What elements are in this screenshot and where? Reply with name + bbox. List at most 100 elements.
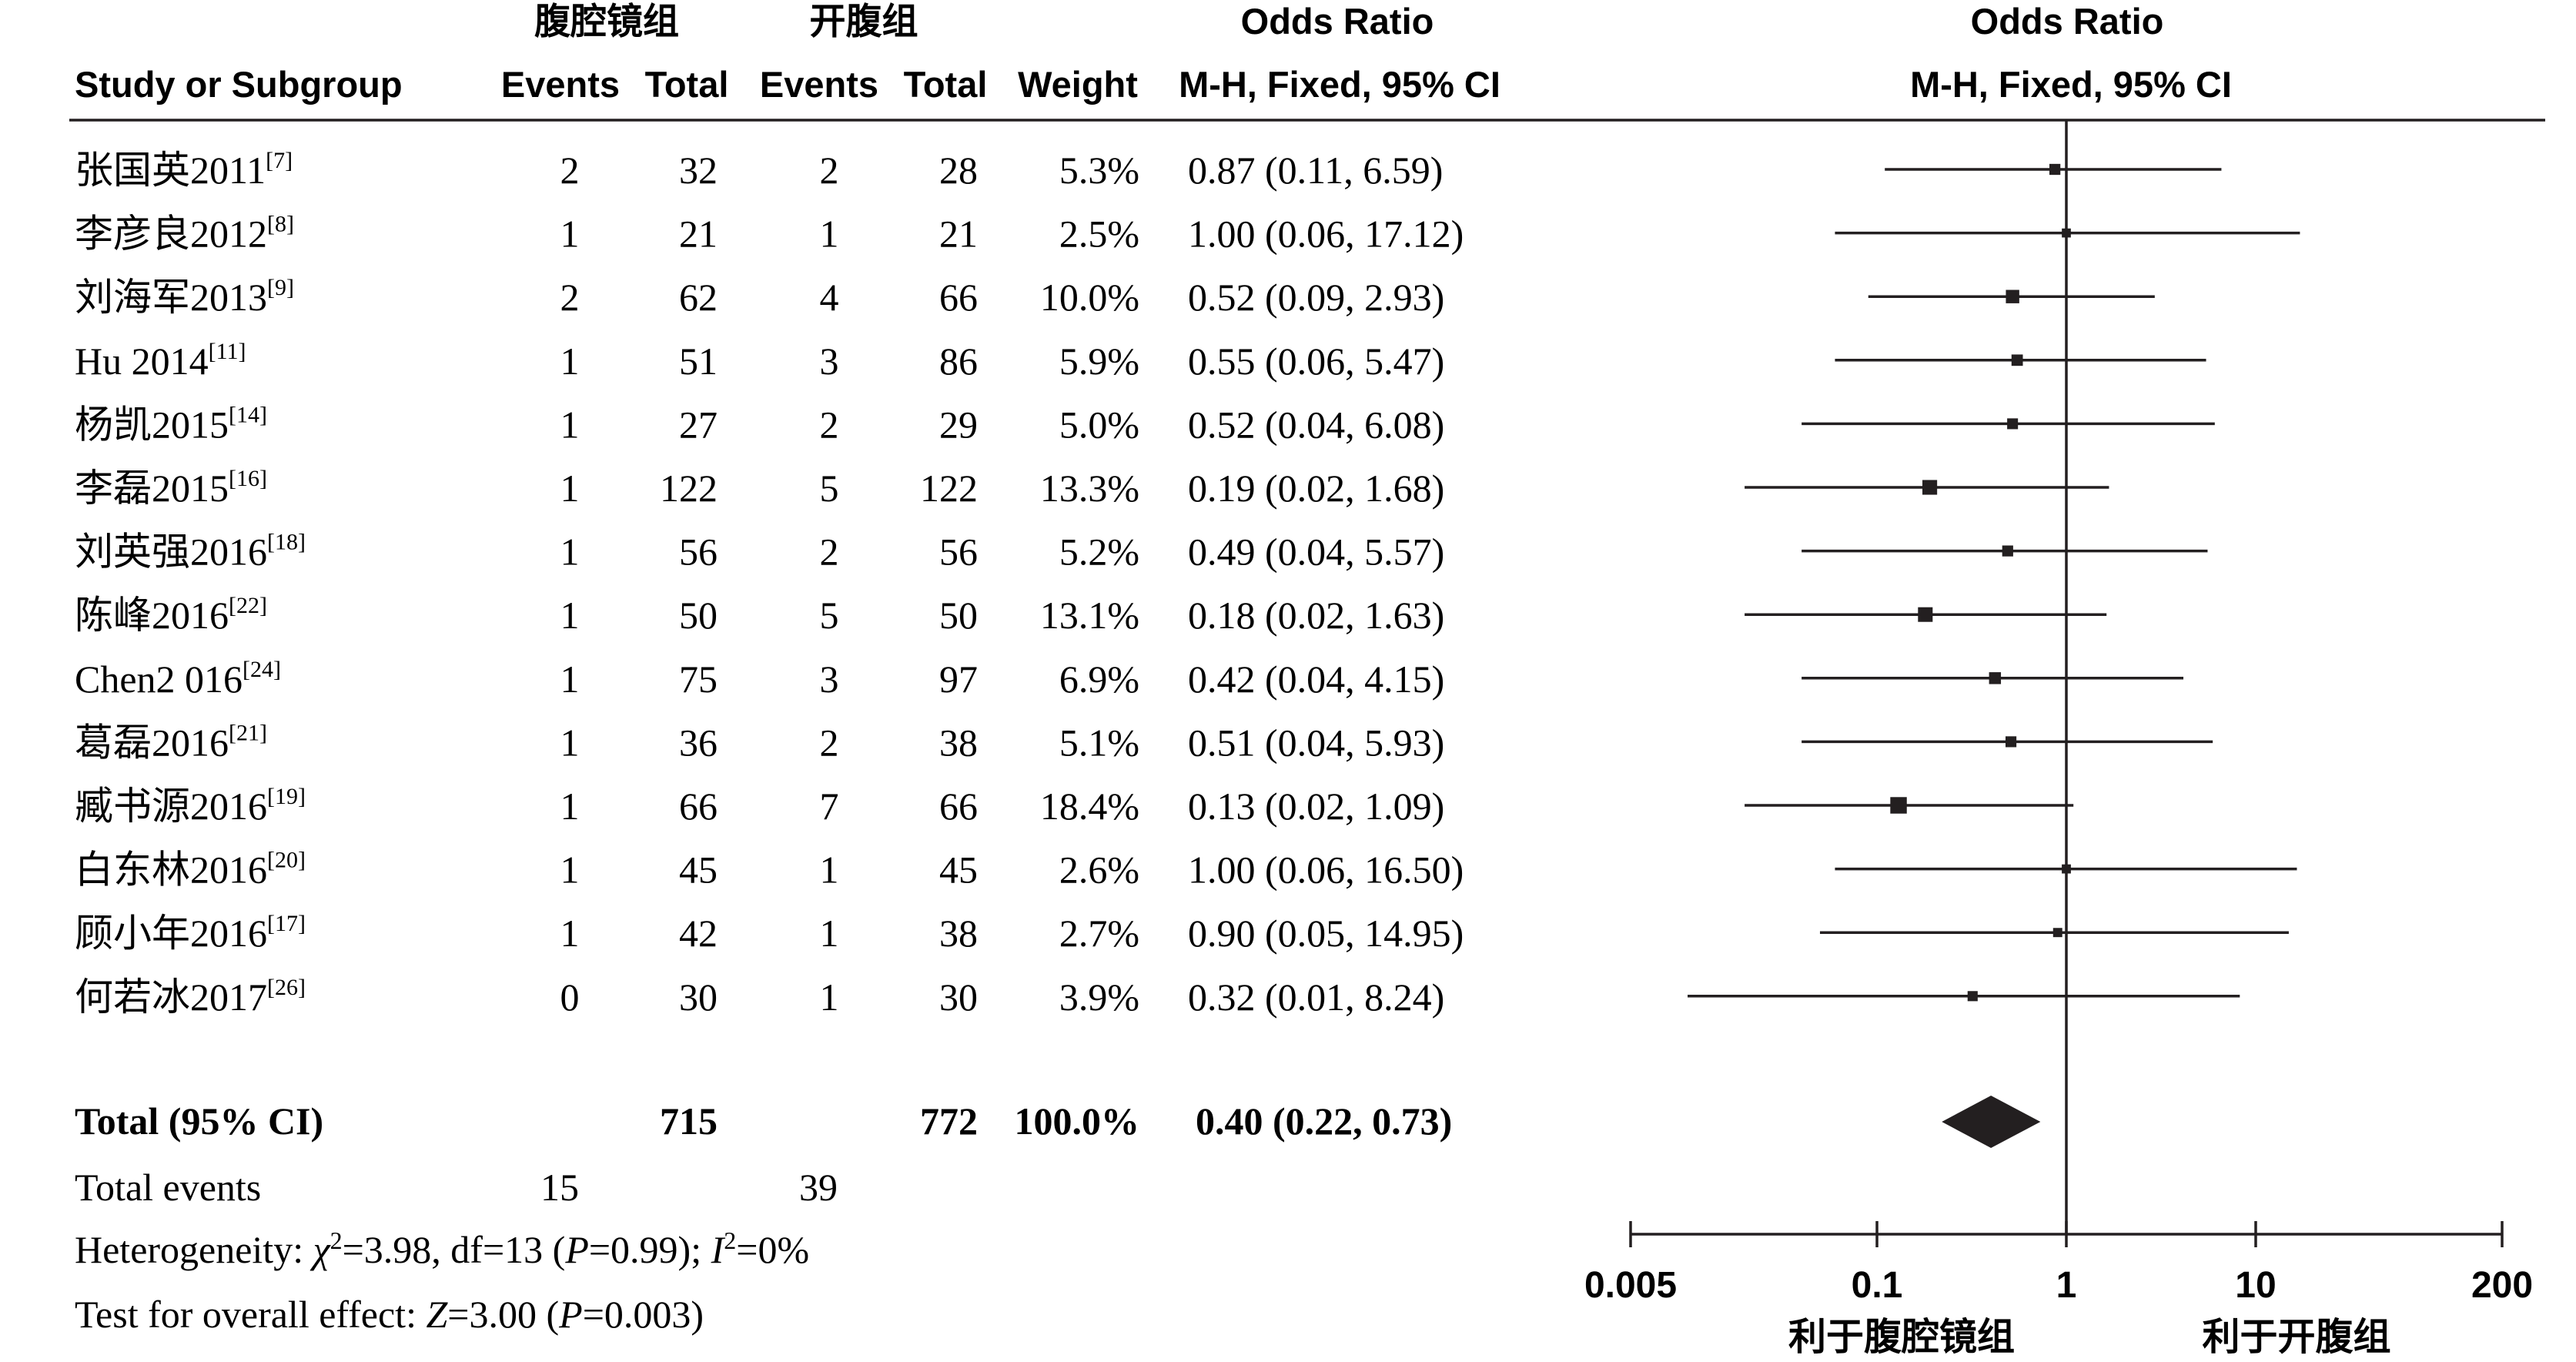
events2-cell: 3	[820, 658, 839, 701]
study-mark	[1835, 864, 2297, 874]
events2-cell: 5	[820, 594, 839, 637]
study-mark	[1745, 607, 2107, 622]
study-name: 臧书源2016[19]	[75, 784, 306, 828]
table-row: 李磊2015[16] 1 122 5 122 13.3% 0.19 (0.02, 1.68)	[75, 466, 1444, 510]
table-row: 陈峰2016[22] 1 50 5 50 13.1% 0.18 (0.02, 1.63)	[75, 593, 1444, 637]
point-estimate	[1922, 480, 1938, 495]
weight-header: Weight	[1018, 64, 1138, 105]
total1-cell: 122	[660, 467, 718, 510]
total2-cell: 50	[939, 594, 978, 637]
events1-cell: 1	[560, 594, 580, 637]
ci-cell: 0.13 (0.02, 1.09)	[1188, 785, 1444, 828]
method-right-header: M-H, Fixed, 95% CI	[1910, 64, 2232, 105]
point-estimate	[1918, 607, 1933, 622]
total2-cell: 30	[939, 975, 978, 1019]
point-estimate	[1890, 797, 1907, 814]
point-estimate	[2007, 418, 2019, 430]
table-row: 何若冰2017[26] 0 30 1 30 3.9% 0.32 (0.01, 8.24)	[75, 975, 1444, 1019]
x-tick-label: 10	[2235, 1265, 2276, 1306]
total1-cell: 42	[679, 912, 718, 955]
ci-cell: 0.52 (0.09, 2.93)	[1188, 276, 1444, 319]
weight-cell: 2.6%	[1059, 848, 1139, 892]
table-row: 葛磊2016[21] 1 36 2 38 5.1% 0.51 (0.04, 5.93)	[75, 720, 1444, 764]
total1-cell: 36	[679, 721, 718, 764]
table-row: 刘海军2013[9] 2 62 4 66 10.0% 0.52 (0.09, 2.93)	[75, 275, 1444, 319]
events2-cell: 1	[820, 912, 839, 955]
events1-cell: 1	[560, 785, 580, 828]
group1-header: 腹腔镜组	[534, 1, 679, 42]
total1-cell: 62	[679, 276, 718, 319]
study-name: 李彦良2012[8]	[75, 212, 294, 256]
total-t1: 715	[660, 1099, 718, 1143]
study-name: Hu 2014[11]	[75, 339, 246, 383]
ci-cell: 0.51 (0.04, 5.93)	[1188, 721, 1444, 764]
weight-cell: 5.2%	[1059, 530, 1139, 574]
total2-cell: 97	[939, 658, 978, 701]
events1-cell: 0	[560, 975, 580, 1019]
total1-cell: 51	[679, 340, 718, 383]
table-row: 李彦良2012[8] 1 21 1 21 2.5% 1.00 (0.06, 17.12)	[75, 212, 1464, 256]
total-t2: 772	[920, 1099, 978, 1143]
point-estimate	[1967, 991, 1978, 1002]
point-estimate	[2052, 928, 2062, 938]
total2-cell: 56	[939, 530, 978, 574]
events1-cell: 1	[560, 721, 580, 764]
total2-cell: 86	[939, 340, 978, 383]
ci-cell: 0.19 (0.02, 1.68)	[1188, 467, 1444, 510]
ci-cell: 0.90 (0.05, 14.95)	[1188, 912, 1464, 955]
or-left-title: Odds Ratio	[1241, 1, 1434, 42]
events1-header: Events	[501, 64, 620, 105]
table-row: 杨凯2015[14] 1 27 2 29 5.0% 0.52 (0.04, 6.08)	[75, 402, 1444, 446]
weight-cell: 13.1%	[1040, 594, 1139, 637]
ci-cell: 0.18 (0.02, 1.63)	[1188, 594, 1444, 637]
table-row: 顾小年2016[17] 1 42 1 38 2.7% 0.90 (0.05, 14.95)	[75, 911, 1464, 955]
weight-cell: 18.4%	[1040, 785, 1139, 828]
events2-cell: 4	[820, 276, 839, 319]
study-mark	[1802, 545, 2208, 557]
table-row: 刘英强2016[18] 1 56 2 56 5.2% 0.49 (0.04, 5.57)	[75, 530, 1444, 574]
events2-cell: 2	[820, 721, 839, 764]
events1-cell: 1	[560, 467, 580, 510]
total1-cell: 30	[679, 975, 718, 1019]
total-ci: 0.40 (0.22, 0.73)	[1196, 1099, 1452, 1143]
ci-cell: 0.49 (0.04, 5.57)	[1188, 530, 1444, 574]
study-name: 杨凯2015[14]	[75, 402, 267, 446]
study-column-header: Study or Subgroup	[75, 64, 403, 105]
total2-cell: 66	[939, 785, 978, 828]
total2-cell: 66	[939, 276, 978, 319]
study-mark	[1835, 354, 2206, 366]
x-tick-label: 0.1	[1852, 1265, 1903, 1306]
weight-cell: 2.7%	[1059, 912, 1139, 955]
ci-cell: 0.55 (0.06, 5.47)	[1188, 340, 1444, 383]
total1-cell: 50	[679, 594, 718, 637]
study-name: Chen2 016[24]	[75, 657, 281, 701]
events1-cell: 1	[560, 403, 580, 446]
study-name: 白东林2016[20]	[75, 848, 306, 892]
weight-cell: 10.0%	[1040, 276, 1139, 319]
study-name: 刘英强2016[18]	[75, 530, 306, 574]
x-tick-label: 1	[2056, 1265, 2077, 1306]
weight-cell: 13.3%	[1040, 467, 1139, 510]
total1-cell: 66	[679, 785, 718, 828]
events2-header: Events	[760, 64, 878, 105]
study-name: 何若冰2017[26]	[75, 975, 306, 1019]
total-weight: 100.0%	[1015, 1099, 1140, 1143]
table-row: 白东林2016[20] 1 45 1 45 2.6% 1.00 (0.06, 16.50)	[75, 848, 1464, 892]
weight-cell: 6.9%	[1059, 658, 1139, 701]
events1-cell: 1	[560, 848, 580, 892]
weight-cell: 5.1%	[1059, 721, 1139, 764]
study-mark	[1688, 991, 2240, 1002]
table-row: Hu 2014[11] 1 51 3 86 5.9% 0.55 (0.06, 5.47)	[75, 339, 1444, 383]
events1-cell: 1	[560, 530, 580, 574]
total2-cell: 38	[939, 721, 978, 764]
ci-cell: 1.00 (0.06, 16.50)	[1188, 848, 1464, 892]
events1-cell: 1	[560, 658, 580, 701]
ci-cell: 0.32 (0.01, 8.24)	[1188, 975, 1444, 1019]
total2-header: Total	[904, 64, 988, 105]
total-events-label: Total events	[75, 1166, 261, 1209]
favours-right-label: 利于开腹组	[2202, 1317, 2390, 1358]
total2-cell: 21	[939, 212, 978, 256]
events2-cell: 3	[820, 340, 839, 383]
or-right-title: Odds Ratio	[1971, 1, 2164, 42]
study-name: 陈峰2016[22]	[75, 593, 267, 637]
